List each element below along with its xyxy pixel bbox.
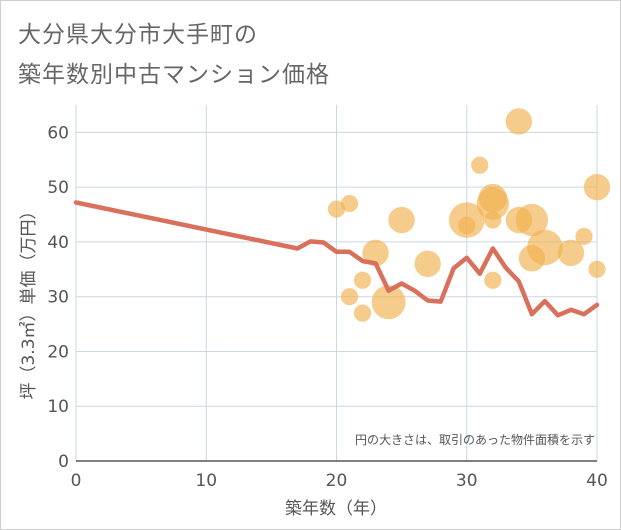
bubble-layer: [327, 108, 611, 322]
bubble-point: [557, 239, 585, 267]
y-tick-label: 40: [47, 233, 69, 253]
bubble-point: [478, 183, 508, 213]
chart-title-line-2: 築年数別中古マンション価格: [18, 62, 330, 88]
tick-layer: 0 10 20 30 40 0 10 20 30 40 50 60: [47, 123, 607, 491]
y-tick-label: 10: [47, 397, 69, 417]
grid-layer: [75, 105, 598, 462]
bubble-point: [340, 194, 359, 213]
y-tick-label: 0: [58, 452, 69, 472]
bubble-point: [588, 260, 606, 278]
bubble-size-note: 円の大きさは、取引のあった物件面積を示す: [355, 432, 595, 447]
average-price-line: [73, 200, 600, 318]
bubble-point: [527, 229, 563, 266]
bubble-point: [388, 206, 415, 234]
bubble-point: [353, 271, 372, 289]
bubble-point: [515, 203, 549, 237]
x-tick-label: 10: [195, 471, 217, 491]
bubble-point: [583, 173, 611, 201]
bubble-point: [371, 285, 406, 320]
bubble-point: [471, 156, 489, 174]
y-tick-label: 50: [47, 178, 69, 198]
x-tick-label: 0: [71, 471, 82, 491]
bubble-point: [484, 211, 502, 229]
bubble-point: [484, 271, 502, 289]
x-tick-label: 20: [326, 471, 348, 491]
chart-title-line-1: 大分県大分市大手町の: [18, 22, 258, 48]
bubble-point: [353, 304, 372, 322]
y-tick-label: 60: [47, 123, 69, 143]
y-tick-label: 30: [47, 288, 69, 308]
x-tick-label: 30: [456, 471, 478, 491]
line-layer: [73, 200, 600, 318]
x-tick-label: 40: [586, 471, 608, 491]
y-tick-label: 20: [47, 342, 69, 362]
bubble-point: [575, 227, 593, 246]
x-axis-title: 築年数（年）: [285, 499, 387, 519]
bubble-point: [327, 200, 346, 218]
bubble-point: [362, 239, 389, 267]
bubble-point: [340, 288, 359, 306]
y-axis-title: 坪（3.3㎡）単価（万円）: [19, 202, 39, 399]
bubble-point: [458, 216, 476, 235]
bubble-point: [414, 250, 441, 278]
bubble-point: [505, 108, 533, 135]
